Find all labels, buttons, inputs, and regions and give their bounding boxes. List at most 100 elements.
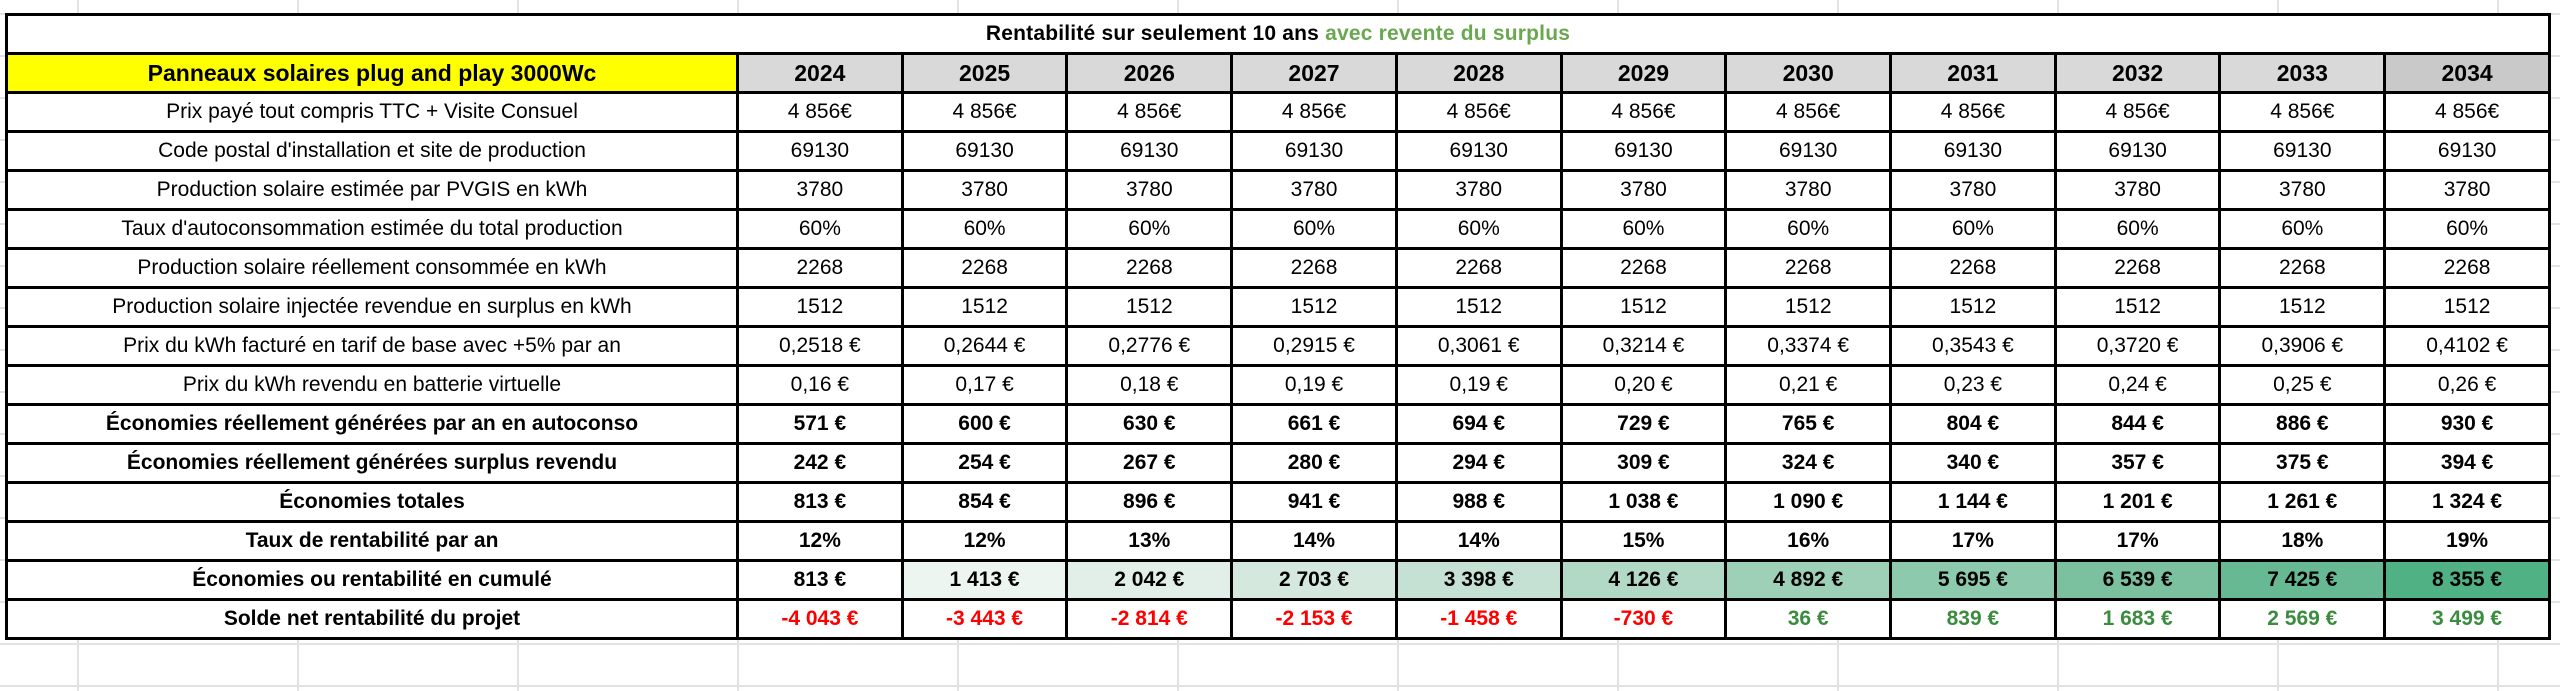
data-cell[interactable]: 3780 <box>2383 169 2551 211</box>
data-cell[interactable]: 2268 <box>900 247 1069 289</box>
data-cell[interactable]: 896 € <box>1065 481 1234 523</box>
data-cell[interactable]: 1512 <box>2383 286 2551 328</box>
row-label-cell[interactable]: Prix du kWh revendu en batterie virtuell… <box>5 364 739 406</box>
data-cell[interactable]: 2268 <box>1394 247 1563 289</box>
data-cell[interactable]: 3780 <box>1394 169 1563 211</box>
data-cell[interactable]: 4 126 € <box>1559 559 1728 601</box>
data-cell[interactable]: 267 € <box>1065 442 1234 484</box>
row-label-cell[interactable]: Production solaire injectée revendue en … <box>5 286 739 328</box>
data-cell[interactable]: 0,16 € <box>736 364 904 406</box>
data-cell[interactable]: 813 € <box>736 481 904 523</box>
data-cell[interactable]: 375 € <box>2218 442 2387 484</box>
data-cell[interactable]: 854 € <box>900 481 1069 523</box>
data-cell[interactable]: 69130 <box>2218 130 2387 172</box>
data-cell[interactable]: 69130 <box>900 130 1069 172</box>
data-cell[interactable]: 280 € <box>1230 442 1398 484</box>
data-cell[interactable]: 69130 <box>1394 130 1563 172</box>
data-cell[interactable]: 1512 <box>1230 286 1398 328</box>
data-cell[interactable]: 600 € <box>900 403 1069 445</box>
data-cell[interactable]: 69130 <box>736 130 904 172</box>
data-cell[interactable]: 4 856€ <box>736 91 904 133</box>
data-cell[interactable]: 4 892 € <box>1724 559 1893 601</box>
data-cell[interactable]: 0,3214 € <box>1559 325 1728 367</box>
data-cell[interactable]: 12% <box>736 520 904 562</box>
row-label-cell[interactable]: Économies totales <box>5 481 739 523</box>
data-cell[interactable]: 2268 <box>2218 247 2387 289</box>
data-cell[interactable]: 69130 <box>1889 130 2057 172</box>
data-cell[interactable]: 1512 <box>1889 286 2057 328</box>
row-label-cell[interactable]: Prix payé tout compris TTC + Visite Cons… <box>5 91 739 133</box>
data-cell[interactable]: 309 € <box>1559 442 1728 484</box>
data-cell[interactable]: 19% <box>2383 520 2551 562</box>
data-cell[interactable]: 2268 <box>1065 247 1234 289</box>
data-cell[interactable]: 1512 <box>1559 286 1728 328</box>
data-cell[interactable]: 8 355 € <box>2383 559 2551 601</box>
data-cell[interactable]: 3 499 € <box>2383 598 2551 640</box>
data-cell[interactable]: 4 856€ <box>1065 91 1234 133</box>
data-cell[interactable]: 60% <box>2383 208 2551 250</box>
data-cell[interactable]: 0,19 € <box>1394 364 1563 406</box>
data-cell[interactable]: 4 856€ <box>900 91 1069 133</box>
data-cell[interactable]: 930 € <box>2383 403 2551 445</box>
data-cell[interactable]: 1 683 € <box>2053 598 2222 640</box>
data-cell[interactable]: 2268 <box>1724 247 1893 289</box>
data-cell[interactable]: 60% <box>1230 208 1398 250</box>
data-cell[interactable]: 16% <box>1724 520 1893 562</box>
data-cell[interactable]: 0,3906 € <box>2218 325 2387 367</box>
data-cell[interactable]: -1 458 € <box>1394 598 1563 640</box>
data-cell[interactable]: 1512 <box>1065 286 1234 328</box>
data-cell[interactable]: 0,2915 € <box>1230 325 1398 367</box>
data-cell[interactable]: 694 € <box>1394 403 1563 445</box>
data-cell[interactable]: 60% <box>1065 208 1234 250</box>
data-cell[interactable]: 3780 <box>1724 169 1893 211</box>
data-cell[interactable]: -730 € <box>1559 598 1728 640</box>
data-cell[interactable]: 1 413 € <box>900 559 1069 601</box>
data-cell[interactable]: 1512 <box>900 286 1069 328</box>
data-cell[interactable]: 14% <box>1230 520 1398 562</box>
data-cell[interactable]: 0,3061 € <box>1394 325 1563 367</box>
data-cell[interactable]: 4 856€ <box>1724 91 1893 133</box>
data-cell[interactable]: 3780 <box>2053 169 2222 211</box>
data-cell[interactable]: 2268 <box>1559 247 1728 289</box>
data-cell[interactable]: 60% <box>900 208 1069 250</box>
data-cell[interactable]: 3780 <box>900 169 1069 211</box>
data-cell[interactable]: 357 € <box>2053 442 2222 484</box>
data-cell[interactable]: 839 € <box>1889 598 2057 640</box>
data-cell[interactable]: 0,2644 € <box>900 325 1069 367</box>
data-cell[interactable]: 2268 <box>2053 247 2222 289</box>
data-cell[interactable]: 630 € <box>1065 403 1234 445</box>
data-cell[interactable]: 60% <box>1394 208 1563 250</box>
data-cell[interactable]: 2268 <box>736 247 904 289</box>
year-header-cell[interactable]: 2024 <box>736 52 904 94</box>
data-cell[interactable]: 6 539 € <box>2053 559 2222 601</box>
data-cell[interactable]: 886 € <box>2218 403 2387 445</box>
data-cell[interactable]: 7 425 € <box>2218 559 2387 601</box>
data-cell[interactable]: 4 856€ <box>1889 91 2057 133</box>
data-cell[interactable]: 69130 <box>1724 130 1893 172</box>
data-cell[interactable]: 242 € <box>736 442 904 484</box>
data-cell[interactable]: 36 € <box>1724 598 1893 640</box>
data-cell[interactable]: 941 € <box>1230 481 1398 523</box>
data-cell[interactable]: 324 € <box>1724 442 1893 484</box>
data-cell[interactable]: -3 443 € <box>900 598 1069 640</box>
data-cell[interactable]: 2 042 € <box>1065 559 1234 601</box>
row-label-cell[interactable]: Production solaire estimée par PVGIS en … <box>5 169 739 211</box>
data-cell[interactable]: 571 € <box>736 403 904 445</box>
year-header-cell[interactable]: 2025 <box>900 52 1069 94</box>
data-cell[interactable]: 0,21 € <box>1724 364 1893 406</box>
data-cell[interactable]: 69130 <box>1559 130 1728 172</box>
row-label-cell[interactable]: Prix du kWh facturé en tarif de base ave… <box>5 325 739 367</box>
data-cell[interactable]: 0,25 € <box>2218 364 2387 406</box>
data-cell[interactable]: 804 € <box>1889 403 2057 445</box>
data-cell[interactable]: 60% <box>736 208 904 250</box>
data-cell[interactable]: 294 € <box>1394 442 1563 484</box>
data-cell[interactable]: 2268 <box>1230 247 1398 289</box>
data-cell[interactable]: 0,19 € <box>1230 364 1398 406</box>
data-cell[interactable]: 0,18 € <box>1065 364 1234 406</box>
data-cell[interactable]: 254 € <box>900 442 1069 484</box>
data-cell[interactable]: 1 261 € <box>2218 481 2387 523</box>
data-cell[interactable]: 2 569 € <box>2218 598 2387 640</box>
data-cell[interactable]: 2268 <box>2383 247 2551 289</box>
year-header-cell[interactable]: 2026 <box>1065 52 1234 94</box>
data-cell[interactable]: 1512 <box>2053 286 2222 328</box>
